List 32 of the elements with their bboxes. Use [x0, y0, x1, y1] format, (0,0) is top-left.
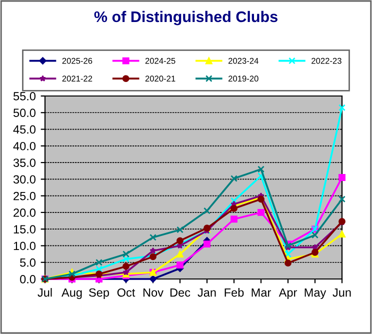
legend-label: 2022-23 [312, 58, 342, 64]
legend-label: 2024-25 [145, 58, 176, 64]
x-tick-label: Aug [62, 288, 82, 300]
x-tick-label: Nov [143, 288, 164, 297]
x-tick-label: Jun [332, 288, 351, 297]
x-tick-label: Sep [89, 288, 110, 300]
y-tick-label: 25.0 [14, 192, 36, 200]
y-tick-label: 55.0 [13, 92, 36, 100]
y-tick-label: 35.0 [13, 158, 36, 167]
x-tick-label: May [304, 288, 326, 300]
legend-label: 2023-24 [228, 58, 258, 64]
x-tick-label: Jan [198, 288, 216, 297]
x-tick-label: Oct [117, 288, 136, 297]
x-tick-label: Apr [278, 288, 297, 300]
x-tick-label: Jul [38, 288, 52, 297]
legend-label: 2019-20 [228, 76, 258, 82]
y-tick-label: 5.0 [20, 258, 36, 267]
x-tick-label: Mar [252, 288, 271, 297]
x-tick-label: Feb [224, 288, 244, 297]
y-tick-label: 40.0 [13, 142, 36, 150]
y-tick-label: 20.0 [14, 208, 36, 217]
chart-title: % of Distinguished Clubs [94, 10, 278, 26]
y-tick-label: 10.0 [14, 242, 36, 250]
legend-label: 2021-22 [62, 76, 92, 82]
y-tick-label: 15.0 [14, 225, 36, 234]
x-tick-label: Dec [170, 288, 190, 297]
y-tick-label: 45.0 [13, 125, 36, 134]
y-tick-label: 0.0 [20, 275, 36, 284]
legend-label: 2025-26 [62, 58, 92, 64]
legend-label: 2020-21 [145, 76, 176, 82]
y-tick-label: 50.0 [13, 108, 36, 118]
y-tick-label: 30.0 [13, 175, 36, 184]
